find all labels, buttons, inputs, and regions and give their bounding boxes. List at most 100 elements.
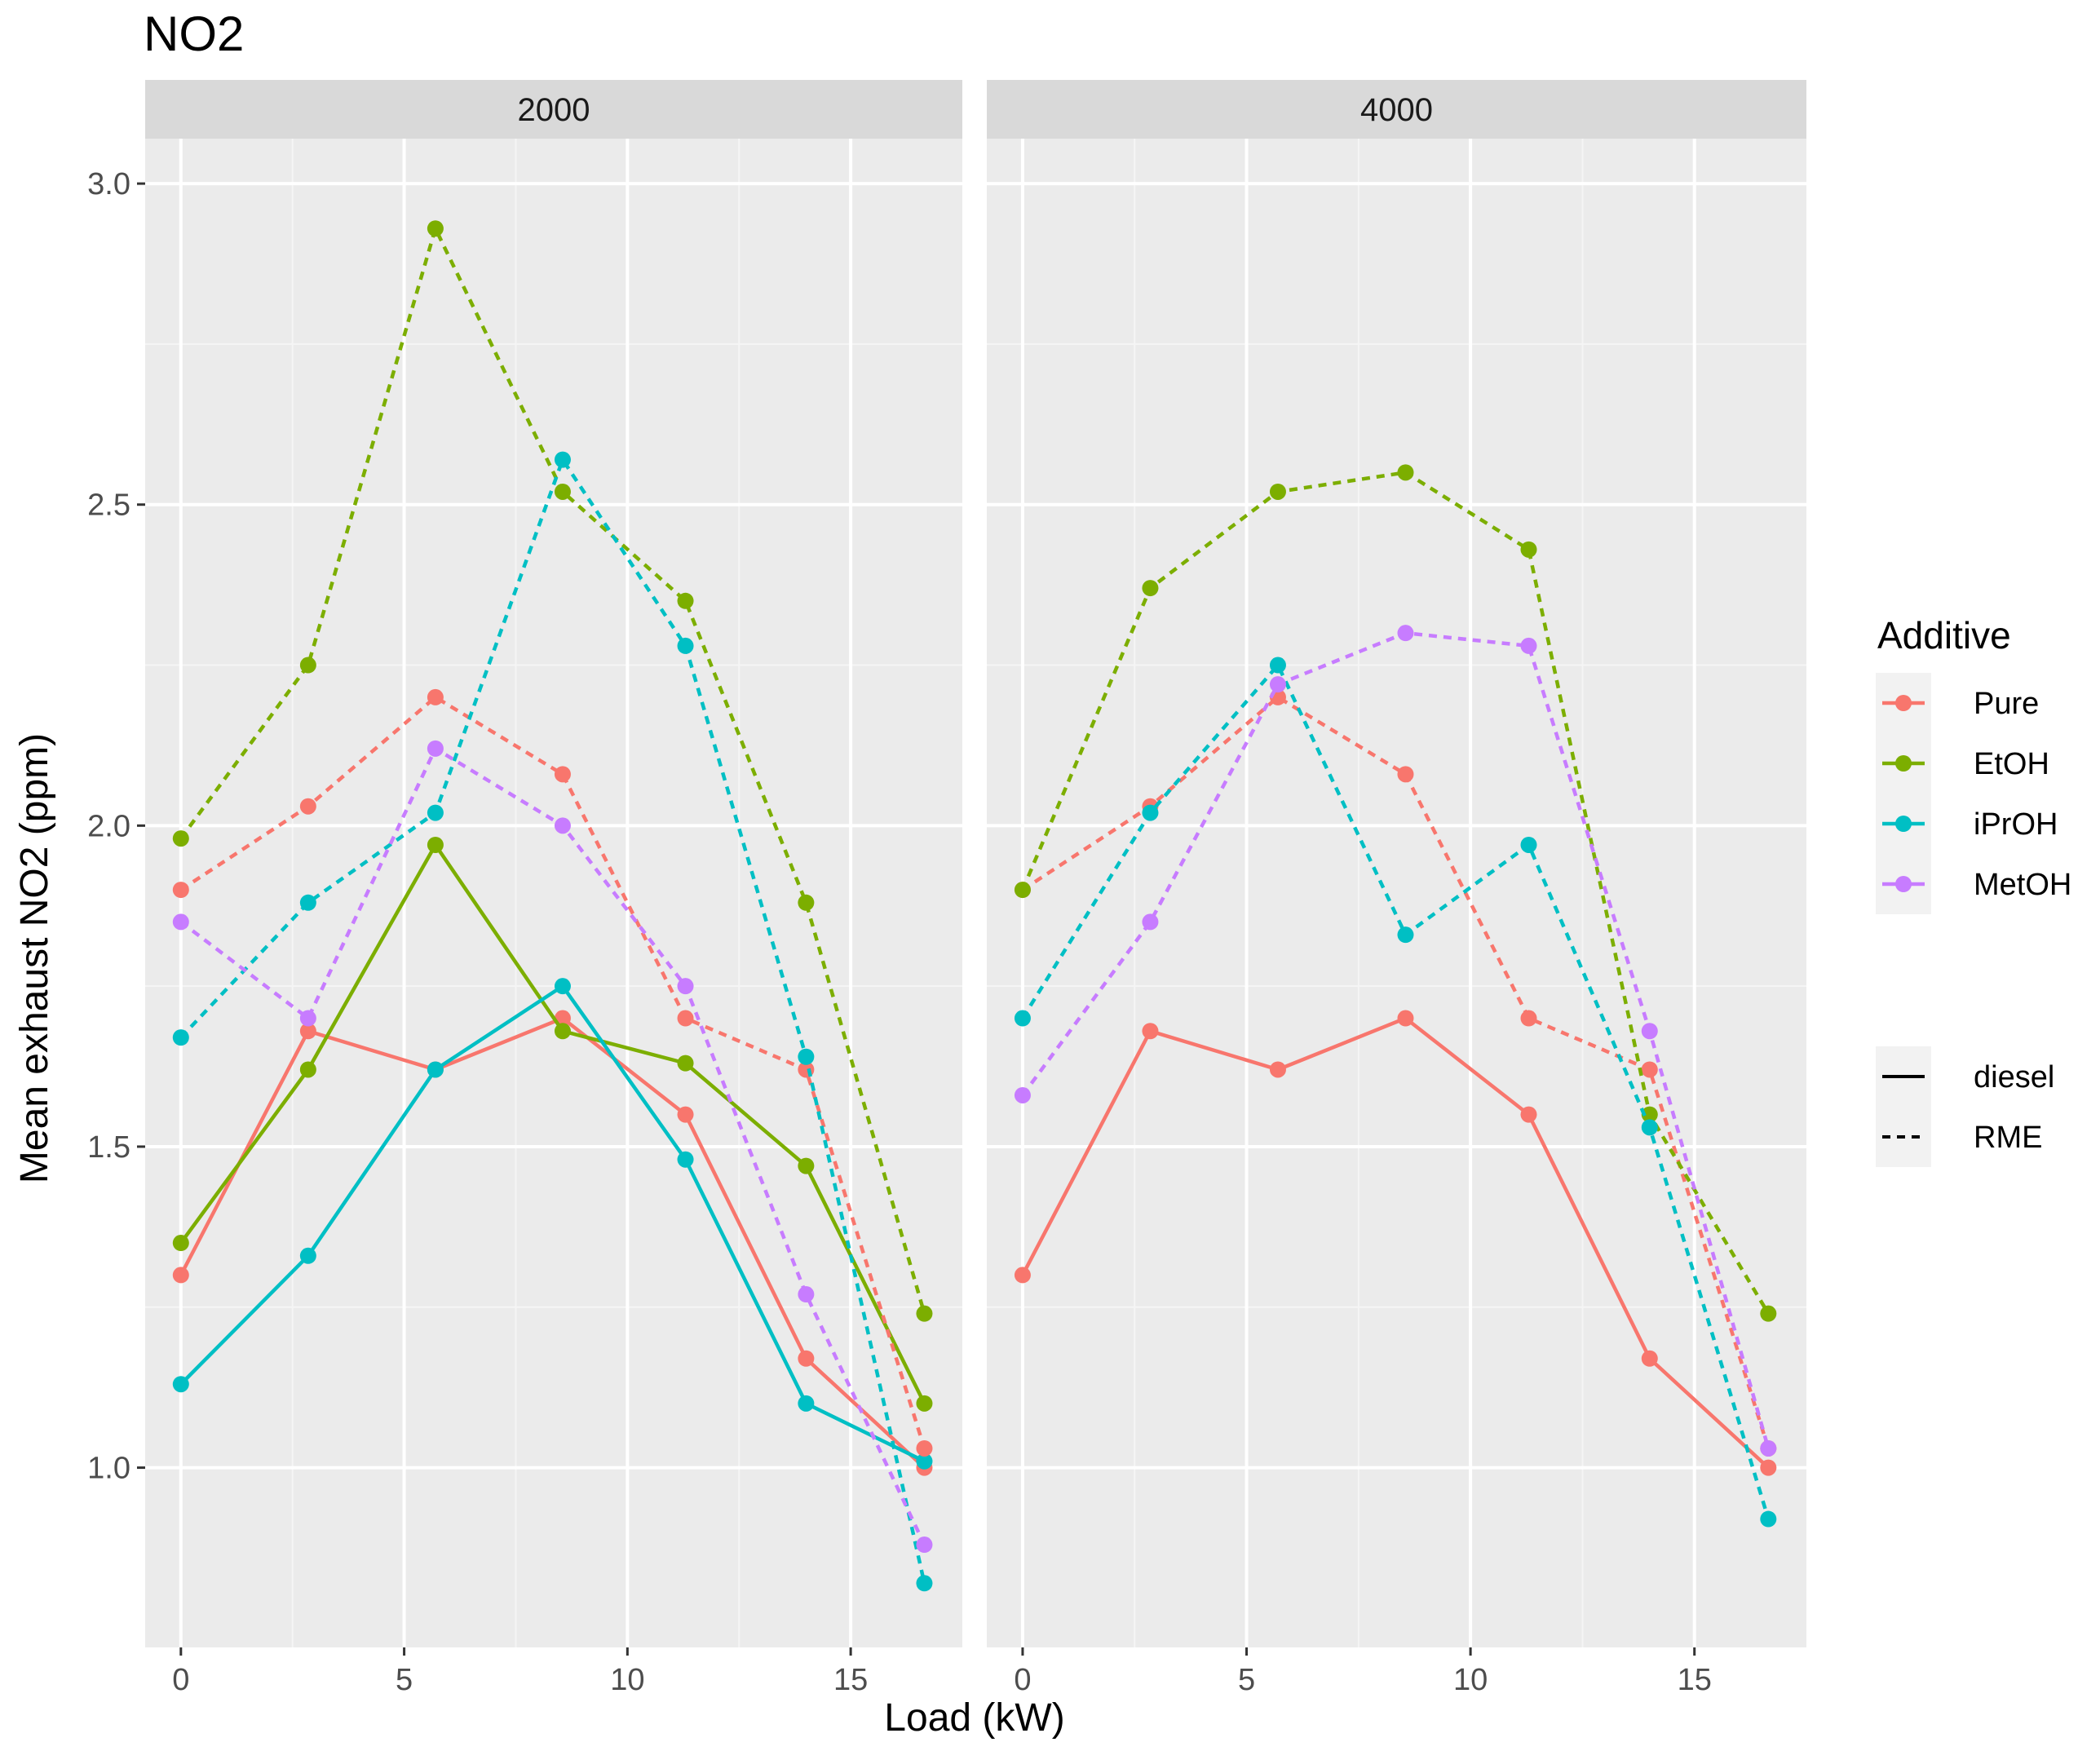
data-point-iproh-rme [916, 1575, 933, 1592]
data-point-etoh-diesel [677, 1055, 694, 1072]
data-point-iproh-rme [1641, 1119, 1658, 1136]
data-point-etoh-rme [1397, 464, 1414, 481]
legend-key-point [1895, 695, 1912, 711]
data-point-etoh-rme [1269, 483, 1286, 500]
data-point-iproh-rme [172, 1029, 189, 1046]
facet-strip-label: 4000 [1360, 92, 1433, 128]
legend-label: diesel [1974, 1060, 2054, 1094]
legend-key-point [1895, 755, 1912, 772]
legend-item-etoh: EtOH [1876, 733, 2049, 794]
data-point-etoh-diesel [916, 1395, 933, 1412]
data-point-metoh-rme [1142, 913, 1159, 931]
data-point-etoh-rme [1520, 541, 1537, 558]
chart-title: NO2 [144, 7, 244, 61]
data-point-iproh-diesel [554, 978, 571, 995]
x-tick-label: 0 [1014, 1663, 1031, 1697]
data-point-pure-diesel [1520, 1106, 1537, 1123]
y-tick-label: 1.0 [87, 1452, 130, 1486]
data-point-metoh-rme [299, 1010, 316, 1027]
data-point-metoh-rme [554, 817, 571, 834]
facet-panel-2000: 2000 0 5 10 15 1.0 1.5 2.0 2.5 3.0 [87, 80, 962, 1697]
data-point-etoh-rme [172, 830, 189, 847]
legend-key-point [1895, 876, 1912, 892]
data-point-metoh-rme [1520, 637, 1537, 654]
data-point-etoh-rme [427, 220, 444, 237]
panel-background [987, 139, 1806, 1647]
data-point-pure-rme [299, 798, 316, 815]
data-point-etoh-rme [554, 483, 571, 500]
data-point-metoh-rme [1014, 1086, 1031, 1103]
data-point-pure-diesel [798, 1350, 815, 1367]
series-group [172, 220, 933, 1592]
x-axis-title: Load (kW) [884, 1696, 1064, 1740]
data-point-metoh-rme [916, 1537, 933, 1554]
data-point-etoh-diesel [172, 1235, 189, 1252]
data-point-iproh-diesel [916, 1453, 933, 1470]
facet-panel-4000: 4000 0 5 10 15 [987, 80, 1806, 1697]
legend-label: EtOH [1974, 747, 2049, 781]
facet-strip [145, 80, 962, 139]
data-point-iproh-diesel [299, 1247, 316, 1264]
data-point-etoh-rme [916, 1305, 933, 1322]
legend-label: RME [1974, 1121, 2042, 1155]
data-point-pure-rme [916, 1439, 933, 1457]
data-point-etoh-diesel [798, 1157, 815, 1174]
x-tick-label: 5 [396, 1663, 413, 1697]
data-point-pure-rme [427, 688, 444, 705]
data-point-iproh-rme [1397, 926, 1414, 944]
legend: Additive Pure EtOH iPrOH MetOH diesel RME [1876, 614, 2071, 1167]
data-point-etoh-rme [677, 592, 694, 609]
data-point-iproh-rme [427, 804, 444, 821]
data-point-pure-diesel [1397, 1010, 1414, 1027]
facet-panels: 2000 0 5 10 15 1.0 1.5 2.0 2.5 3.0 4000 0 5 10 15 [87, 80, 1806, 1697]
data-point-iproh-diesel [172, 1376, 189, 1393]
data-point-etoh-diesel [299, 1061, 316, 1078]
legend-item-rme: RME [1876, 1107, 2042, 1167]
x-tick-label: 10 [610, 1663, 644, 1697]
facet-strip-label: 2000 [518, 92, 590, 128]
x-tick-label: 10 [1453, 1663, 1488, 1697]
data-point-iproh-rme [554, 451, 571, 468]
data-point-metoh-rme [427, 740, 444, 757]
data-point-pure-rme [554, 766, 571, 783]
data-point-metoh-rme [798, 1286, 815, 1303]
data-point-iproh-rme [1520, 836, 1537, 853]
data-point-iproh-rme [1760, 1510, 1777, 1528]
data-point-pure-diesel [1641, 1350, 1658, 1367]
data-point-pure-diesel [677, 1106, 694, 1123]
data-point-metoh-rme [172, 913, 189, 931]
legend-item-pure: Pure [1876, 673, 2039, 733]
data-point-etoh-rme [798, 894, 815, 911]
data-point-pure-rme [677, 1010, 694, 1027]
data-point-iproh-rme [798, 1048, 815, 1065]
data-point-pure-diesel [1014, 1267, 1031, 1284]
y-tick-label: 1.5 [87, 1130, 130, 1165]
panel-background [145, 139, 962, 1647]
legend-label: MetOH [1974, 868, 2071, 902]
data-point-iproh-rme [1142, 804, 1159, 821]
data-point-metoh-rme [1641, 1023, 1658, 1040]
data-point-etoh-diesel [427, 836, 444, 853]
y-tick-label: 3.0 [87, 167, 130, 201]
data-point-pure-diesel [1269, 1061, 1286, 1078]
data-point-metoh-rme [1397, 625, 1414, 642]
data-point-etoh-diesel [554, 1023, 571, 1040]
data-point-pure-diesel [299, 1023, 316, 1040]
data-point-etoh-rme [1014, 882, 1031, 899]
legend-item-iproh: iPrOH [1876, 794, 2058, 854]
data-point-iproh-diesel [677, 1151, 694, 1168]
y-tick-label: 2.5 [87, 489, 130, 523]
data-point-pure-diesel [1760, 1459, 1777, 1476]
data-point-iproh-diesel [798, 1395, 815, 1412]
data-point-metoh-rme [677, 978, 694, 995]
data-point-metoh-rme [1269, 676, 1286, 693]
y-tick-label: 2.0 [87, 809, 130, 843]
legend-item-metoh: MetOH [1876, 854, 2071, 914]
data-point-iproh-rme [1269, 657, 1286, 674]
data-point-pure-rme [172, 882, 189, 899]
data-point-etoh-rme [1142, 580, 1159, 597]
data-point-etoh-rme [299, 657, 316, 674]
data-point-iproh-rme [299, 894, 316, 911]
data-point-etoh-rme [1641, 1106, 1658, 1123]
